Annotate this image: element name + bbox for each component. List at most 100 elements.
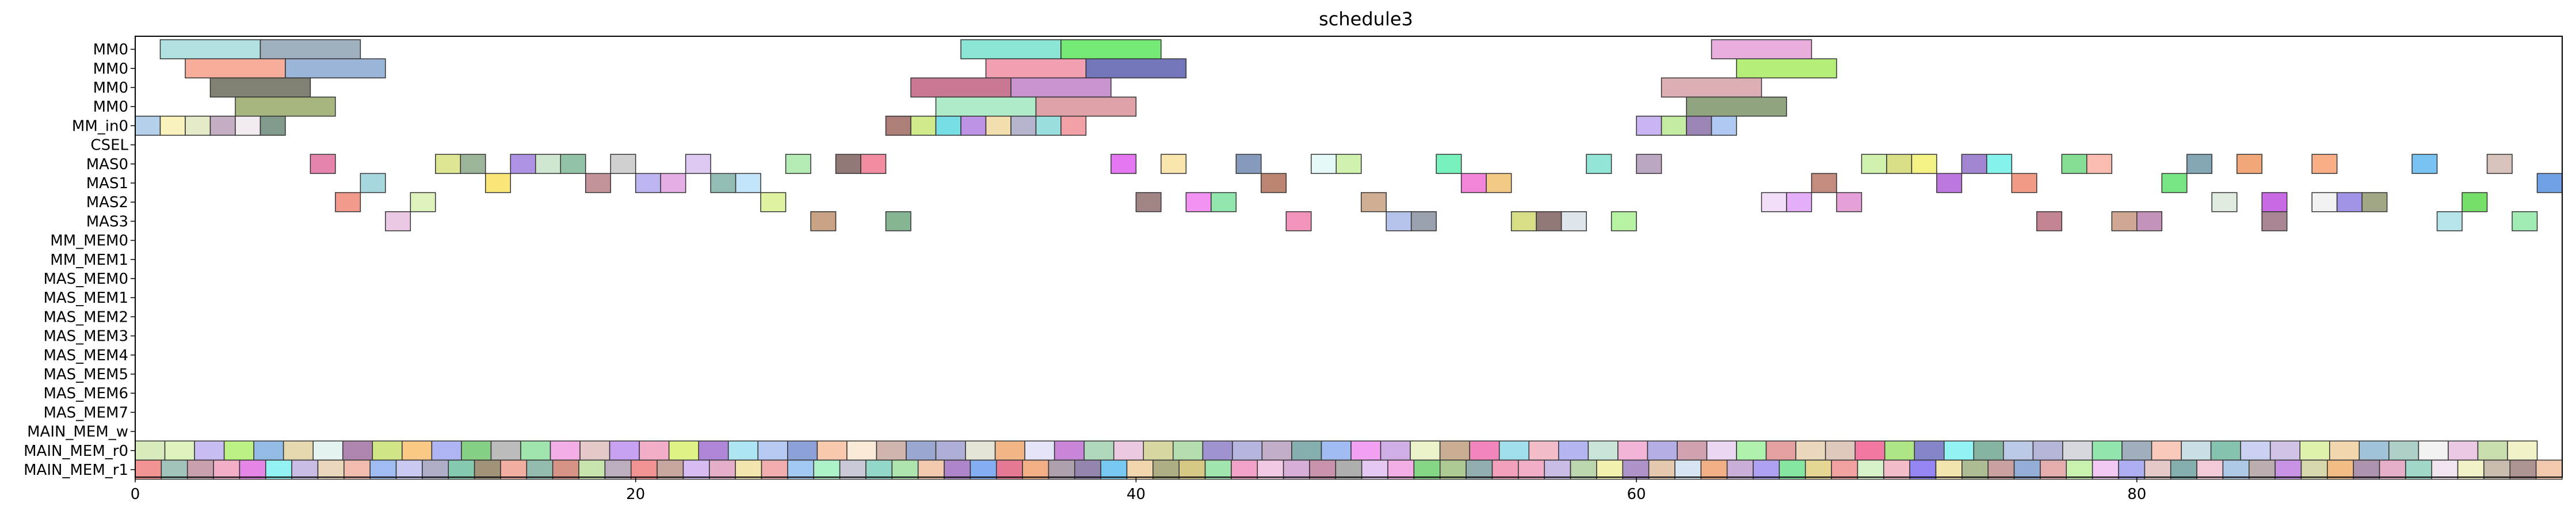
task-bar	[335, 192, 361, 212]
task-bar	[1911, 154, 1937, 174]
memory-bar	[1961, 459, 1989, 480]
memory-bar	[2062, 440, 2093, 461]
task-bar	[1060, 39, 1162, 59]
memory-bar	[312, 440, 344, 461]
task-bar	[1636, 116, 1662, 136]
memory-bar	[526, 459, 554, 480]
task-bar	[685, 154, 711, 174]
task-bar	[1135, 192, 1162, 212]
memory-bar	[865, 459, 893, 480]
memory-bar	[2092, 440, 2123, 461]
memory-bar	[970, 459, 997, 480]
memory-bar	[461, 440, 492, 461]
memory-bar	[1973, 440, 2004, 461]
memory-bar	[2040, 459, 2067, 480]
memory-bar	[1795, 440, 1826, 461]
memory-bar	[1518, 459, 1545, 480]
task-bar	[535, 154, 561, 174]
memory-bar	[1498, 440, 1529, 461]
memory-bar	[1113, 440, 1144, 461]
memory-bar	[994, 440, 1025, 461]
memory-bar	[1726, 459, 1754, 480]
memory-bar	[1204, 459, 1232, 480]
row-label: MAS_MEM3	[43, 328, 128, 345]
memory-bar	[135, 459, 162, 480]
memory-bar	[1587, 440, 1619, 461]
row-label: MAS_MEM0	[43, 271, 128, 288]
memory-bar	[1231, 459, 1258, 480]
task-bar	[585, 173, 611, 193]
memory-bar	[2003, 440, 2034, 461]
task-bar	[1711, 116, 1737, 136]
memory-bar	[1528, 440, 1559, 461]
memory-bar	[1048, 459, 1075, 480]
memory-bar	[369, 459, 397, 480]
memory-bar	[2144, 459, 2172, 480]
memory-bar	[1677, 440, 1708, 461]
task-bar	[635, 173, 661, 193]
task-bar	[2211, 192, 2238, 212]
memory-bar	[1309, 459, 1337, 480]
row-label: MAIN_MEM_r0	[24, 443, 128, 460]
memory-bar	[639, 440, 670, 461]
task-bar	[460, 154, 486, 174]
memory-bar	[291, 459, 319, 480]
task-bar	[1285, 211, 1312, 231]
task-bars	[135, 39, 2563, 480]
memory-bar	[283, 440, 314, 461]
task-bar	[2036, 211, 2063, 231]
task-bar	[660, 173, 686, 193]
x-tick-label: 0	[131, 486, 140, 503]
task-bar	[860, 154, 887, 174]
memory-bar	[668, 440, 699, 461]
memory-bar	[1674, 459, 1702, 480]
memory-bar	[2457, 459, 2485, 480]
memory-bar	[1335, 459, 1363, 480]
memory-bar	[2274, 459, 2302, 480]
memory-bar	[1779, 459, 1806, 480]
memory-bar	[2092, 459, 2119, 480]
memory-bar	[761, 459, 788, 480]
memory-bar	[891, 459, 919, 480]
row-label: MM_MEM0	[50, 233, 128, 250]
task-bar	[2236, 154, 2262, 174]
memory-bar	[698, 440, 729, 461]
task-bar	[1861, 154, 1887, 174]
memory-bar	[1022, 459, 1050, 480]
task-bar	[510, 154, 536, 174]
memory-bar	[995, 459, 1023, 480]
memory-bar	[1831, 459, 1858, 480]
task-bar	[2086, 154, 2113, 174]
row-label: MAS_MEM7	[43, 404, 128, 421]
task-bar	[385, 211, 411, 231]
memory-bar	[1914, 440, 1945, 461]
task-bar	[1661, 116, 1687, 136]
memory-bar	[2066, 459, 2093, 480]
row-label: MM0	[93, 98, 128, 116]
task-bar	[2536, 173, 2563, 193]
task-bar	[1010, 116, 1037, 136]
task-bar	[360, 173, 386, 193]
memory-bar	[846, 440, 877, 461]
memory-bar	[1884, 440, 1915, 461]
memory-bar	[735, 459, 762, 480]
memory-bar	[402, 440, 433, 461]
memory-bar	[1804, 459, 1832, 480]
task-bar	[960, 116, 987, 136]
task-bar	[2311, 154, 2338, 174]
memory-bar	[448, 459, 475, 480]
memory-bar	[1909, 459, 1937, 480]
memory-bar	[1491, 459, 1519, 480]
task-bar	[960, 39, 1062, 59]
task-bar	[1811, 173, 1837, 193]
task-bar	[1536, 211, 1562, 231]
task-bar	[1085, 58, 1187, 79]
task-bar	[1611, 211, 1637, 231]
row-label: MAIN_MEM_w	[27, 424, 128, 441]
task-bar	[1961, 154, 1987, 174]
memory-bar	[2535, 459, 2563, 480]
memory-bar	[422, 459, 449, 480]
task-bar	[2061, 154, 2087, 174]
task-bar	[159, 116, 186, 136]
memory-bar	[1753, 459, 1780, 480]
